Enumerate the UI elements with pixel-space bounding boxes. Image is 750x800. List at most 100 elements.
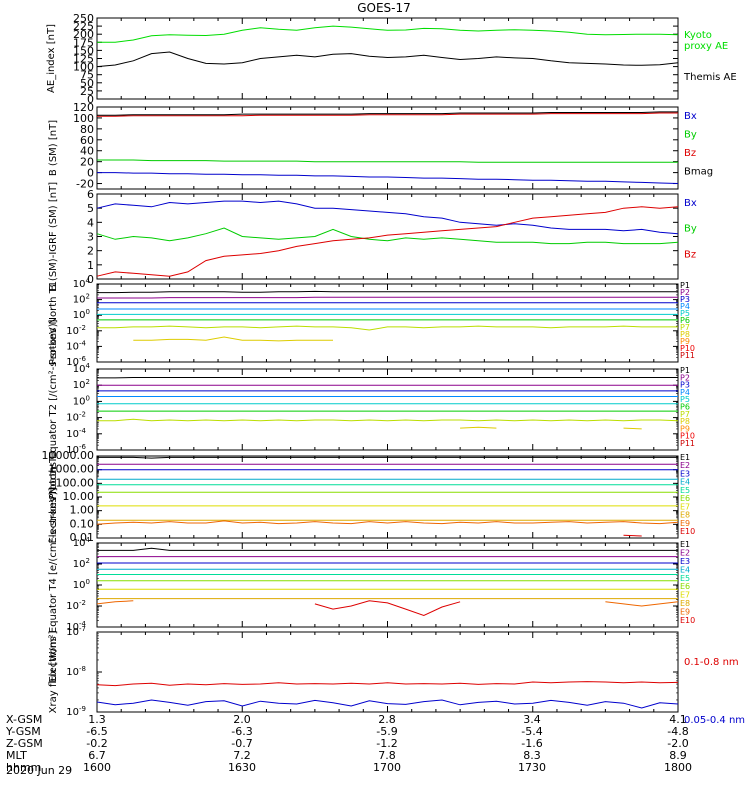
y-tick-label: 10-4 (66, 339, 86, 352)
series-line-p1 (97, 290, 678, 294)
legend-label: P1 (680, 281, 690, 290)
legend-label: E1 (680, 453, 690, 462)
y-tick-label: 10-7 (66, 625, 86, 638)
legend-label: E10 (680, 616, 695, 625)
y-tick-label: 50 (80, 77, 94, 90)
x-tick-value: -6.5 (86, 725, 107, 738)
legend-label: P4 (680, 302, 690, 311)
legend-label: E1 (680, 540, 690, 549)
y-tick-label: 0 (87, 167, 94, 180)
y-tick-label: 100 (73, 578, 90, 591)
x-tick-value: 1.3 (88, 713, 106, 726)
y-tick-label: 104 (73, 362, 91, 375)
x-row-label: X-GSM (6, 713, 42, 726)
x-tick-value: 1630 (228, 761, 256, 774)
x-tick-value: 3.4 (523, 713, 541, 726)
y-tick-label: 10-8 (66, 665, 86, 678)
y-axis-label: B (SM)-IGRF (SM) [nT] (48, 182, 59, 291)
y-tick-label: 0 (87, 93, 94, 106)
x-tick-value: -1.6 (521, 737, 542, 750)
legend-label: Bz (684, 249, 696, 260)
legend-label: 0.1-0.8 nm (684, 657, 739, 668)
x-tick-value: -5.9 (376, 725, 397, 738)
y-tick-label: 10.00 (63, 490, 95, 503)
series-line-bz (97, 112, 678, 117)
x-tick-value: 2.0 (233, 713, 251, 726)
legend-label: E7 (680, 502, 690, 511)
panel-frame (96, 193, 679, 280)
legend-label: E8 (680, 599, 690, 608)
legend-themis: Themis AE (683, 72, 737, 83)
y-tick-label: 10-2 (66, 411, 86, 424)
y-tick-label: 100 (73, 308, 90, 321)
x-row-label: Z-GSM (6, 737, 43, 750)
panel-frame (96, 283, 679, 363)
x-tick-value: 6.7 (88, 749, 106, 762)
y-axis-label: B (SM) [nT] (48, 120, 59, 176)
date-label: 2020 Jun 29 (6, 764, 72, 777)
y-tick-label: 1000.00 (49, 463, 95, 476)
y-tick-label: 175 (73, 36, 94, 49)
legend-label: P5 (680, 309, 690, 318)
legend-kyoto: Kyoto proxy AE (684, 30, 728, 52)
legend-label: P3 (680, 381, 690, 390)
y-tick-label: 102 (73, 293, 90, 306)
legend-label: E5 (680, 486, 690, 495)
y-tick-label: -20 (76, 178, 94, 191)
series-line-by (96, 227, 679, 245)
x-tick-value: 2.8 (378, 713, 396, 726)
y-tick-label: 0 (87, 273, 94, 286)
legend-label: P4 (680, 388, 690, 397)
y-axis-label: AE_index [nT] (46, 24, 57, 93)
series-line-0-1-0-8-nm (96, 681, 679, 687)
x-tick-value: 4.1 (669, 713, 687, 726)
y-tick-label: 5 (87, 202, 94, 215)
series-line-e1 (97, 456, 678, 459)
legend-label: E6 (680, 494, 690, 503)
y-tick-label: 4 (87, 216, 94, 229)
y-tick-label: 125 (73, 53, 94, 66)
series-line-e9 (96, 520, 679, 525)
legend-label: E3 (680, 557, 690, 566)
legend-label: P9 (680, 424, 690, 433)
y-tick-label: 10-2 (66, 599, 86, 612)
legend-label: P10 (680, 344, 695, 353)
legend-label: E10 (680, 527, 695, 536)
series-line-e10 (314, 600, 461, 617)
x-tick-value: -0.7 (231, 737, 252, 750)
x-row-label: Y-GSM (5, 725, 41, 738)
y-tick-label: 1.00 (70, 504, 95, 517)
legend-label: P2 (680, 288, 690, 297)
y-tick-label: 104 (73, 277, 91, 290)
y-tick-label: 40 (80, 145, 94, 158)
series-line-p8 (133, 336, 333, 342)
y-tick-label: 1 (87, 259, 94, 272)
y-tick-label: 0.10 (70, 517, 95, 530)
legend-label: P7 (680, 410, 690, 419)
y-tick-label: 3 (87, 231, 94, 244)
series-line-bx (96, 200, 679, 235)
y-tick-label: 6 (87, 188, 94, 201)
legend-label: E2 (680, 548, 690, 557)
legend-label: E9 (680, 519, 690, 528)
series-line-0-05-0-4-nm (96, 699, 679, 709)
series-line-bz (96, 206, 679, 277)
y-tick-label: 10-2 (66, 324, 86, 337)
x-tick-value: 7.8 (378, 749, 396, 762)
y-tick-label: 102 (73, 557, 90, 570)
y-tick-label: 10000.00 (42, 449, 95, 462)
plot-title: GOES-17 (357, 1, 411, 15)
legend-label: P2 (680, 373, 690, 382)
legend-label: E9 (680, 608, 690, 617)
legend-label: E2 (680, 461, 690, 470)
x-tick-value: -5.4 (521, 725, 542, 738)
y-tick-label: 25 (80, 85, 94, 98)
legend-label: P11 (680, 351, 695, 360)
x-tick-value: 1800 (664, 761, 692, 774)
legend-label: E7 (680, 591, 690, 600)
series-line-bmag (97, 111, 678, 116)
